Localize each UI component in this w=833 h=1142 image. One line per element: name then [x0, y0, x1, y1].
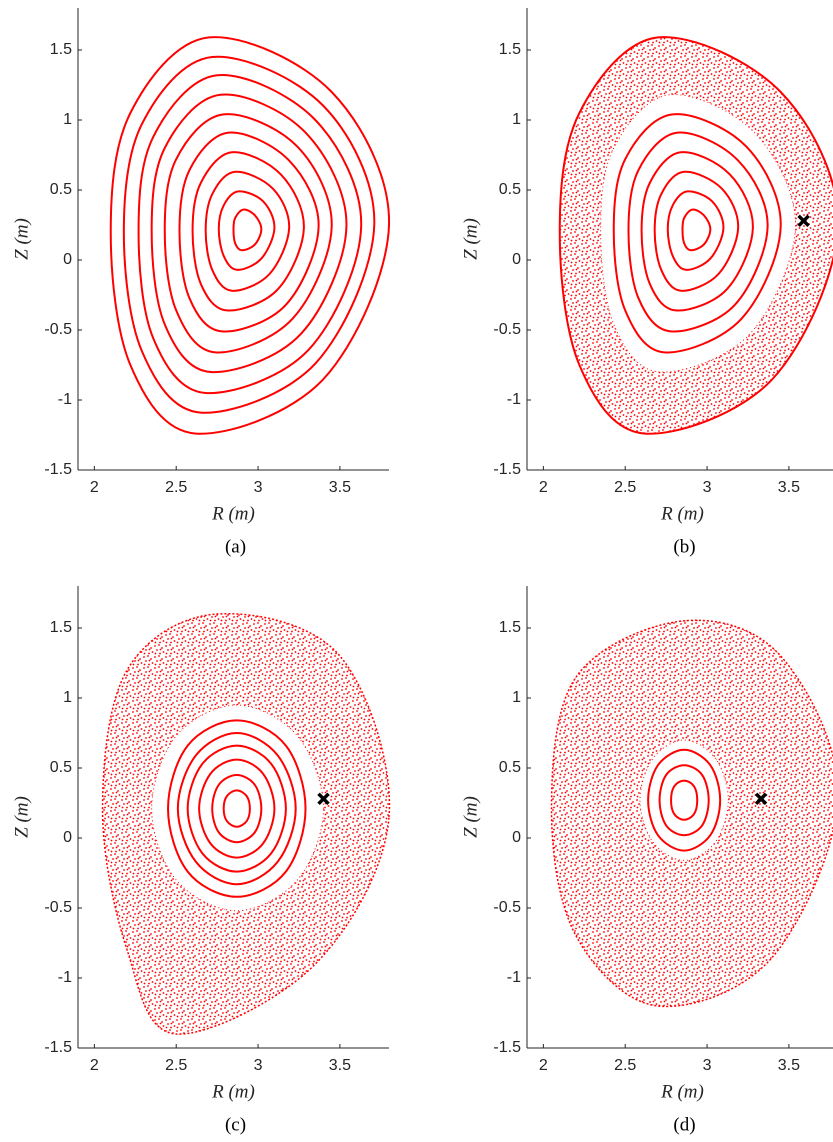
y-tick-label: -1 [58, 391, 72, 408]
panel-caption: (c) [225, 1114, 246, 1135]
flux-surface [176, 731, 297, 886]
x-tick-label: 2.5 [165, 479, 187, 496]
flux-surface [163, 113, 333, 354]
flux-surface [122, 55, 376, 414]
flux-surface [198, 758, 276, 859]
y-tick-label: 0.5 [499, 181, 521, 198]
flux-surface [653, 170, 740, 292]
y-axis-label: Z (m) [11, 796, 32, 838]
flux-surface [666, 190, 725, 271]
flux-surface [647, 748, 722, 852]
y-tick-label: -1.5 [44, 461, 72, 478]
chaotic-inner-edge [600, 94, 796, 373]
flux-surface [191, 151, 305, 312]
y-tick-label: 0 [63, 829, 72, 846]
y-tick-label: 1.5 [499, 41, 521, 58]
x-tick-label: 3.5 [329, 479, 351, 496]
x-axis-label: R (m) [660, 1081, 704, 1102]
x-tick-label: 3.5 [778, 1057, 800, 1074]
x-tick-label: 2 [539, 1057, 548, 1074]
flux-surface [627, 131, 769, 333]
x-tick-label: 3 [254, 1057, 263, 1074]
y-tick-label: 0 [63, 251, 72, 268]
x-tick-label: 2 [539, 479, 548, 496]
y-tick-label: -0.5 [44, 321, 72, 338]
y-tick-label: 1.5 [50, 619, 72, 636]
flux-surface [217, 190, 276, 271]
x-point-marker [317, 792, 330, 806]
flux-surface [558, 36, 833, 435]
x-point-marker [754, 792, 768, 806]
y-axis-label: Z (m) [460, 218, 481, 260]
panel: -1.5 -1 -0.5 0 0.5 1 1.5 2 2.5 3 3.5 R (m) Z (m) (b) [460, 8, 833, 557]
panel-caption: (a) [225, 536, 246, 557]
y-tick-label: -1.5 [493, 1039, 521, 1056]
y-tick-label: 1 [63, 111, 72, 128]
y-tick-label: 1 [63, 689, 72, 706]
y-tick-label: 0.5 [50, 759, 72, 776]
flux-surface [178, 131, 320, 333]
y-tick-label: -0.5 [44, 899, 72, 916]
flux-surface [222, 789, 251, 828]
panel: -1.5 -1 -0.5 0 0.5 1 1.5 2 2.5 3 3.5 R (m) Z (m) (c) [11, 586, 391, 1135]
x-axis-label: R (m) [211, 503, 255, 524]
y-tick-label: -0.5 [493, 321, 521, 338]
y-tick-label: 0.5 [50, 181, 72, 198]
y-tick-label: 0 [512, 829, 521, 846]
flux-surface [612, 113, 782, 354]
y-tick-label: -1.5 [44, 1039, 72, 1056]
flux-surface [211, 773, 263, 844]
flux-surface [681, 208, 712, 252]
x-tick-label: 2.5 [614, 1057, 636, 1074]
flux-surface [109, 36, 391, 435]
y-tick-label: 0 [512, 251, 521, 268]
y-axis-label: Z (m) [460, 796, 481, 838]
y-tick-label: -0.5 [493, 899, 521, 916]
panel-caption: (d) [673, 1114, 695, 1135]
x-tick-label: 2 [90, 479, 99, 496]
y-tick-label: 1 [512, 111, 521, 128]
x-tick-label: 2.5 [614, 479, 636, 496]
y-tick-label: 0.5 [499, 759, 521, 776]
flux-surface [232, 208, 263, 252]
y-tick-label: -1 [58, 969, 72, 986]
panel: -1.5 -1 -0.5 0 0.5 1 1.5 2 2.5 3 3.5 R (m) Z (m) (d) [460, 586, 833, 1135]
flux-surface [204, 170, 291, 292]
panel: -1.5 -1 -0.5 0 0.5 1 1.5 2 2.5 3 3.5 R (m) Z (m) (a) [11, 8, 391, 557]
flux-surface [670, 779, 699, 821]
y-tick-label: -1.5 [493, 461, 521, 478]
x-tick-label: 3.5 [778, 479, 800, 496]
flux-surface [186, 744, 287, 873]
flux-surface [658, 764, 710, 837]
y-tick-label: 1.5 [499, 619, 521, 636]
x-tick-label: 3.5 [329, 1057, 351, 1074]
x-point-marker [797, 214, 810, 228]
chaotic-inner-edge [639, 739, 729, 861]
x-axis-label: R (m) [211, 1081, 255, 1102]
x-axis-label: R (m) [660, 503, 704, 524]
y-axis-label: Z (m) [11, 218, 32, 260]
flux-surface [167, 719, 307, 898]
y-tick-label: -1 [507, 969, 521, 986]
x-tick-label: 2 [90, 1057, 99, 1074]
x-tick-label: 3 [703, 1057, 712, 1074]
x-tick-label: 2.5 [165, 1057, 187, 1074]
x-tick-label: 3 [254, 479, 263, 496]
flux-surface [137, 74, 363, 395]
y-tick-label: -1 [507, 391, 521, 408]
flux-surface [150, 93, 348, 374]
y-tick-label: 1.5 [50, 41, 72, 58]
panel-caption: (b) [673, 536, 695, 557]
flux-surface [640, 151, 754, 312]
y-tick-label: 1 [512, 689, 521, 706]
x-tick-label: 3 [703, 479, 712, 496]
